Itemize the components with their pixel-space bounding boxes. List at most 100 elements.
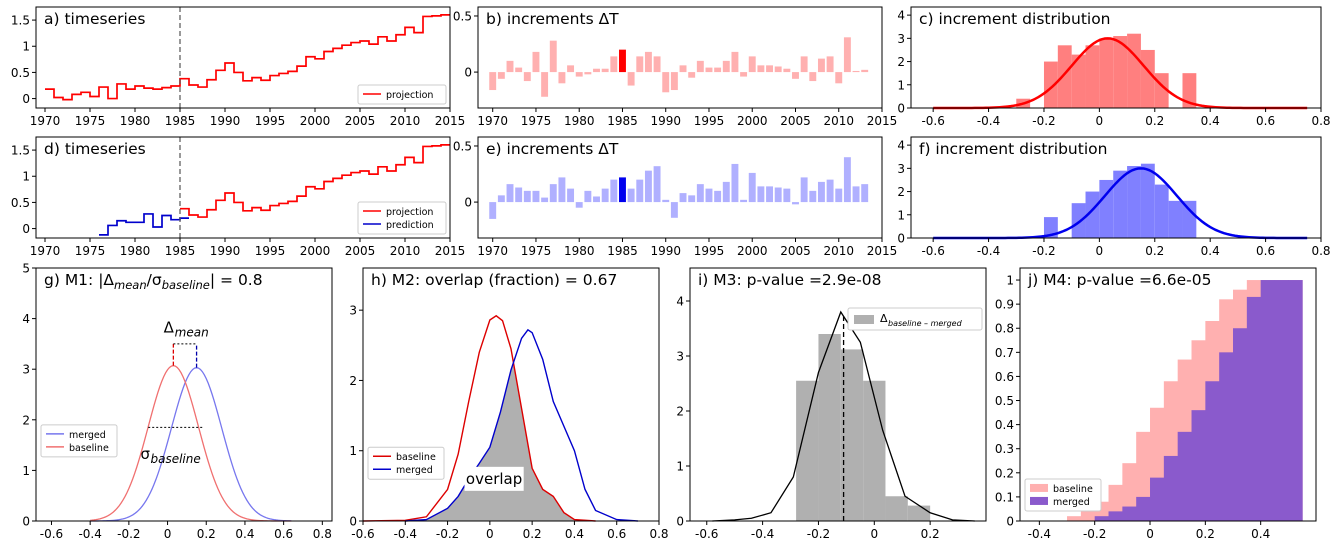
bar [783, 188, 791, 203]
x-tick-label: 2010 [823, 114, 854, 128]
bar [584, 190, 592, 203]
bar [601, 188, 609, 203]
bar [679, 193, 687, 203]
histogram-bar-merged [1205, 381, 1220, 521]
bar [826, 56, 834, 73]
histogram-bar-merged [1094, 516, 1110, 521]
y-tick-label: 2 [897, 55, 905, 69]
y-tick-label: 5 [22, 262, 30, 276]
y-tick-label: 1.5 [11, 14, 30, 28]
bar [722, 181, 730, 203]
legend-swatch [1030, 496, 1048, 505]
axes-frame [689, 267, 987, 522]
density-line [712, 310, 975, 522]
legend-box [40, 424, 118, 458]
histogram-bar-merged [1177, 431, 1193, 521]
y-tick-label: 0.5 [453, 139, 472, 153]
bar [653, 166, 661, 203]
bar [852, 186, 860, 203]
y-tick-label: 0.5 [11, 66, 30, 80]
panel-j: baseline merged j) M4: p-value =6.6e-05 -0.… [995, 267, 1317, 541]
bar [696, 184, 704, 203]
title-subscript: baseline [162, 278, 210, 292]
bar [506, 184, 514, 203]
x-tick-label: 0.2 [197, 527, 216, 541]
bar [774, 187, 782, 203]
x-tick-label: -0.2 [1032, 114, 1055, 128]
bar [636, 179, 644, 203]
plot-area-i [712, 310, 975, 522]
axes-frame [477, 6, 883, 109]
panel-title: a) timeseries [44, 10, 145, 28]
histogram-bar-merged [1122, 506, 1137, 521]
histogram-bar-baseline [1067, 516, 1082, 521]
x-tick-label: 0.2 [1145, 114, 1164, 128]
bar [532, 51, 540, 73]
y-tick-label: 0 [22, 222, 30, 236]
x-tick-label: 0.2 [1196, 527, 1215, 541]
y-tick-label: 0 [22, 92, 30, 106]
histogram-bar [1113, 36, 1128, 108]
x-tick-label: -0.4 [751, 527, 774, 541]
panel-d: projection prediction d) timeseries 1970 197… [11, 136, 465, 258]
y-tick-label: 4 [676, 295, 684, 309]
panel-title: j) M4: p-value =6.6e-05 [1027, 271, 1211, 289]
legend-box [847, 307, 983, 331]
bar [515, 67, 523, 73]
bar [748, 172, 756, 203]
bar [549, 40, 557, 73]
y-tick-label: 1.5 [11, 144, 30, 158]
panel-title: g) M1: |Δmean/σbaseline| = 0.8 [44, 271, 263, 292]
sigma-label: σ [140, 445, 150, 463]
x-tick-label: 2000 [737, 114, 768, 128]
bar [619, 49, 626, 73]
x-tick-label: 1995 [694, 114, 725, 128]
x-tick-label: 1980 [120, 244, 151, 258]
legend-label: projection [386, 207, 433, 218]
x-tick-label: 1975 [75, 114, 106, 128]
bar [774, 66, 782, 73]
panel-title: f) increment distribution [919, 140, 1107, 158]
x-tick-label: 2005 [780, 244, 811, 258]
series-line-projection [180, 144, 450, 218]
bar [817, 181, 825, 203]
y-tick-label: 1 [897, 208, 905, 222]
panel-title: e) increments ΔT [486, 140, 619, 158]
histogram-bar [863, 380, 886, 521]
bar [714, 190, 722, 203]
bar [705, 188, 713, 203]
axes-frame [362, 267, 660, 522]
bar [653, 56, 661, 73]
x-tick-label: 2005 [780, 114, 811, 128]
overlap-label: overlap [466, 470, 522, 488]
panel-b: b) increments ΔT 1970 1975 1980 1985 1990 1995… [453, 6, 898, 128]
series-line-prediction [99, 213, 189, 236]
axes-frame [910, 6, 1322, 109]
x-tick-label: 1985 [165, 114, 196, 128]
title-part: g) M1: |Δ [44, 271, 114, 289]
histogram-bar [1140, 49, 1155, 108]
bar [817, 58, 825, 73]
x-tick-label: -0.4 [394, 527, 417, 541]
bar [809, 72, 817, 82]
x-tick-label: 1990 [210, 114, 241, 128]
legend-label: Δ [880, 312, 888, 325]
bar [619, 177, 626, 203]
bar [515, 187, 523, 203]
plot-area-h [362, 314, 659, 522]
x-tick-label: 2010 [390, 244, 421, 258]
y-tick-label: 0.6 [995, 370, 1014, 384]
bar [636, 56, 644, 73]
y-tick-label: 0 [464, 66, 472, 80]
x-tick-label: 2015 [867, 114, 898, 128]
bar [835, 72, 843, 84]
x-tick-label: -0.6 [695, 527, 718, 541]
y-tick-label: 0.7 [995, 346, 1014, 360]
x-tick-label: 1970 [477, 114, 508, 128]
bar [740, 72, 748, 77]
axes-frame [35, 136, 451, 239]
title-subscript: mean [114, 278, 147, 292]
bar [826, 179, 834, 203]
y-tick-label: 0.3 [995, 442, 1014, 456]
histogram-bar-merged [1163, 455, 1179, 521]
